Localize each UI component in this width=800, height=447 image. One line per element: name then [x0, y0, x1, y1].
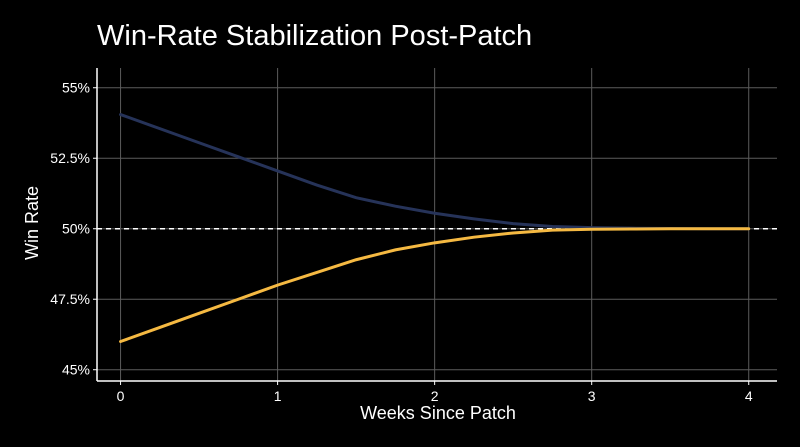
x-tick-label-0: 0 — [117, 388, 125, 404]
x-tick-label-4: 4 — [745, 388, 753, 404]
x-tick-label-3: 3 — [588, 388, 596, 404]
y-tick-label-2: 50% — [62, 221, 90, 237]
y-tick-label-4: 55% — [62, 80, 90, 96]
y-tick-label-0: 45% — [62, 362, 90, 378]
y-tick-label-1: 47.5% — [50, 291, 90, 307]
y-axis-title: Win Rate — [22, 186, 42, 260]
x-axis-title: Weeks Since Patch — [360, 403, 516, 423]
series-line-1 — [119, 227, 751, 344]
x-tick-label-1: 1 — [274, 388, 282, 404]
axes: 45% 47.5% 50% 52.5% 55% 0 1 2 3 4 — [50, 68, 777, 404]
grid — [97, 68, 777, 381]
y-tick-label-3: 52.5% — [50, 150, 90, 166]
series-group — [119, 113, 751, 344]
chart-title: Win-Rate Stabilization Post-Patch — [97, 20, 532, 52]
x-tick-label-2: 2 — [431, 388, 439, 404]
